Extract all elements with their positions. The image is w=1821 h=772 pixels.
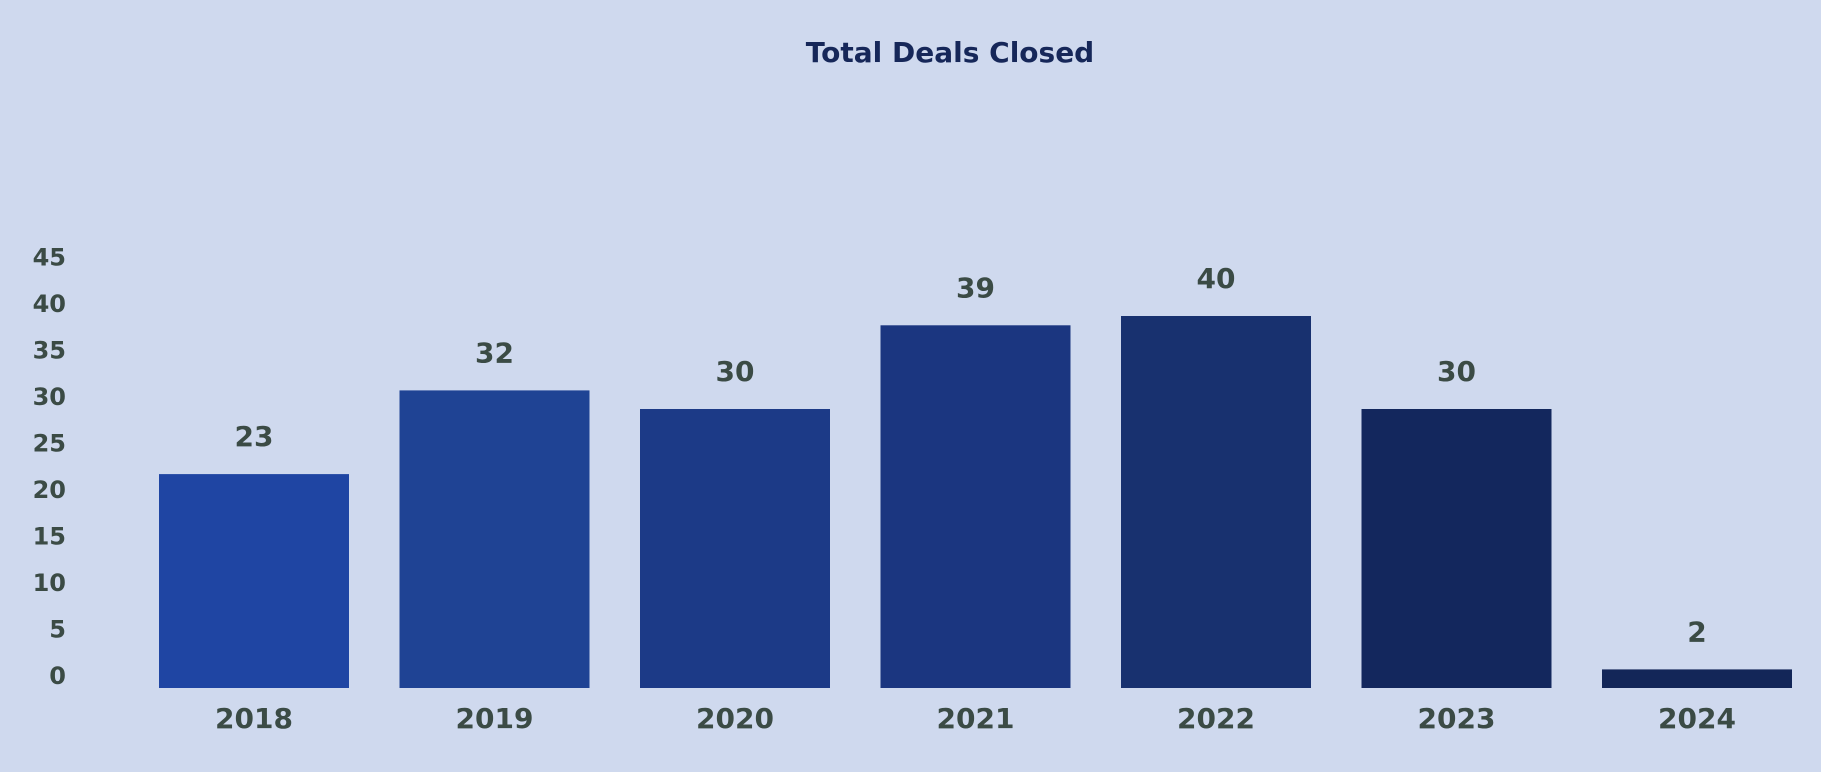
- y-tick-label: 10: [33, 569, 66, 597]
- y-tick-label: 15: [33, 523, 66, 551]
- bar-2022: [1121, 316, 1311, 688]
- data-label-2018: 23: [235, 420, 274, 453]
- x-tick-label-2020: 2020: [696, 702, 774, 735]
- x-tick-label-2019: 2019: [456, 702, 534, 735]
- data-label-2021: 39: [956, 271, 995, 304]
- bar-2023: [1361, 409, 1552, 688]
- bar-2020: [640, 409, 830, 688]
- bar-2021: [880, 325, 1071, 688]
- y-tick-label: 5: [49, 616, 66, 644]
- bar-2019: [399, 390, 590, 688]
- data-label-2020: 30: [716, 355, 755, 388]
- y-tick-label: 25: [33, 430, 66, 458]
- y-tick-label: 40: [33, 290, 66, 318]
- y-tick-label: 35: [33, 337, 66, 365]
- x-tick-label-2022: 2022: [1177, 702, 1255, 735]
- y-tick-label: 45: [33, 244, 66, 272]
- x-tick-label-2024: 2024: [1658, 702, 1736, 735]
- data-label-2024: 2: [1687, 615, 1706, 648]
- data-label-2019: 32: [475, 336, 514, 369]
- x-tick-label-2021: 2021: [937, 702, 1015, 735]
- y-tick-label: 0: [49, 662, 66, 690]
- bar-2024: [1602, 669, 1792, 688]
- y-tick-label: 30: [33, 383, 66, 411]
- x-tick-label-2023: 2023: [1418, 702, 1496, 735]
- data-label-2022: 40: [1197, 262, 1236, 295]
- bar-2018: [159, 474, 349, 688]
- data-label-2023: 30: [1437, 355, 1476, 388]
- chart-title: Total Deals Closed: [805, 36, 1095, 69]
- y-tick-label: 20: [33, 476, 66, 504]
- x-tick-label-2018: 2018: [215, 702, 293, 735]
